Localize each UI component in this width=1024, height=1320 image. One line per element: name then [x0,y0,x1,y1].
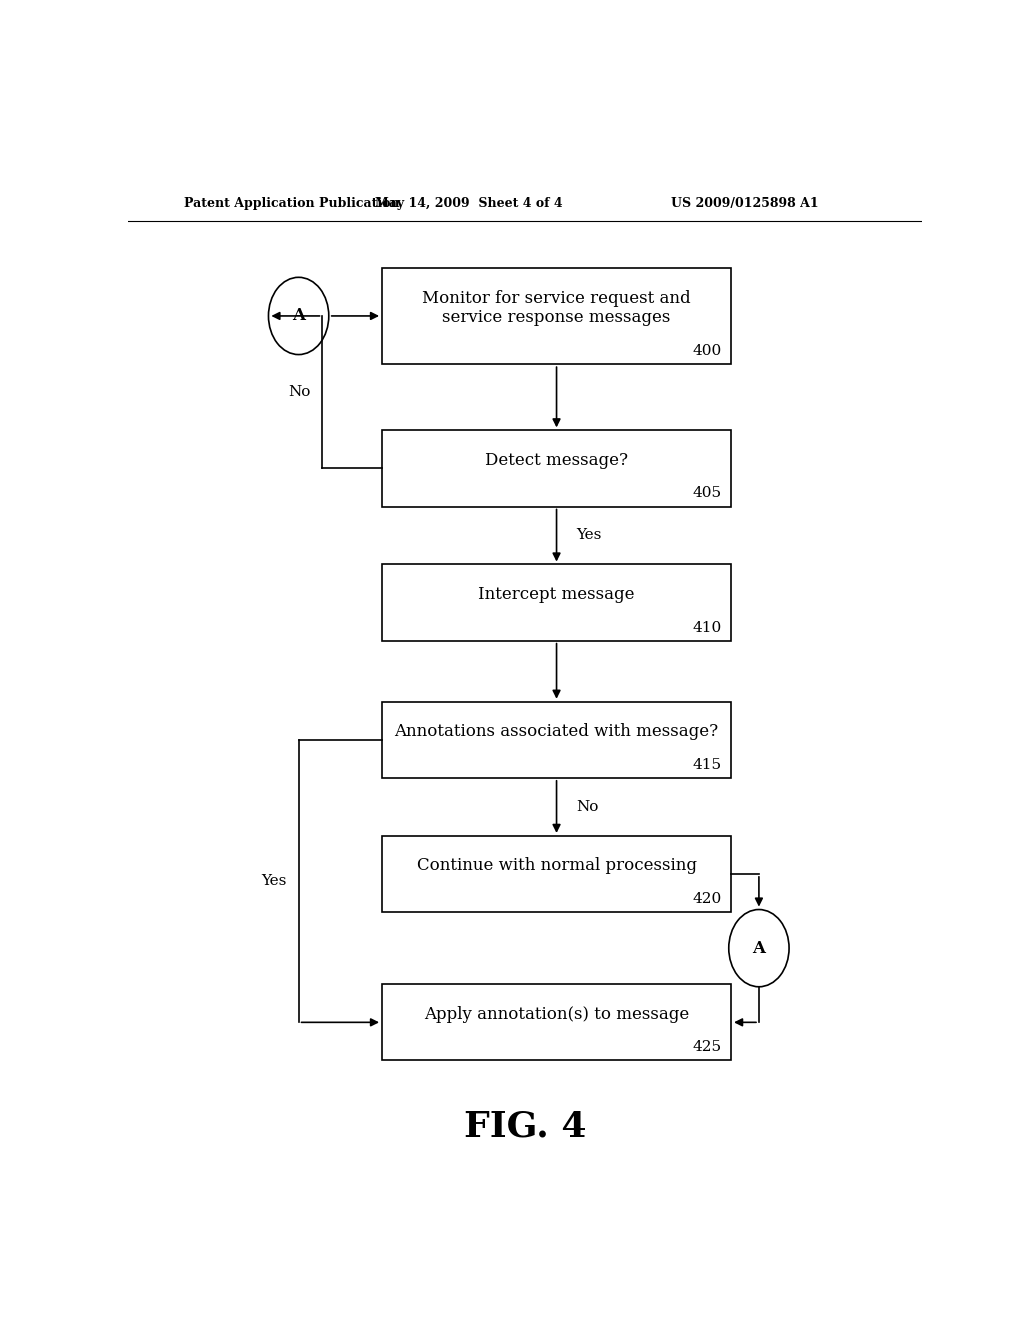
Text: US 2009/0125898 A1: US 2009/0125898 A1 [671,197,818,210]
Text: Yes: Yes [577,528,602,543]
FancyBboxPatch shape [382,985,731,1060]
FancyBboxPatch shape [382,702,731,777]
Text: A: A [292,308,305,325]
Text: May 14, 2009  Sheet 4 of 4: May 14, 2009 Sheet 4 of 4 [376,197,563,210]
Text: 400: 400 [692,345,722,358]
Text: 425: 425 [692,1040,722,1055]
Text: Patent Application Publication: Patent Application Publication [183,197,399,210]
Text: 420: 420 [692,892,722,906]
Text: No: No [288,385,310,399]
Text: 410: 410 [692,620,722,635]
Text: 415: 415 [692,758,722,772]
FancyBboxPatch shape [382,268,731,364]
FancyBboxPatch shape [382,565,731,640]
Text: Continue with normal processing: Continue with normal processing [417,857,696,874]
FancyBboxPatch shape [382,836,731,912]
Text: Intercept message: Intercept message [478,586,635,603]
Text: Apply annotation(s) to message: Apply annotation(s) to message [424,1006,689,1023]
Text: 405: 405 [692,486,722,500]
FancyBboxPatch shape [382,430,731,507]
Text: Monitor for service request and
service response messages: Monitor for service request and service … [422,289,691,326]
Text: No: No [577,800,599,814]
Text: Yes: Yes [261,874,287,888]
Text: Annotations associated with message?: Annotations associated with message? [394,723,719,741]
Text: A: A [753,940,765,957]
Text: FIG. 4: FIG. 4 [464,1109,586,1143]
Text: Detect message?: Detect message? [485,451,628,469]
